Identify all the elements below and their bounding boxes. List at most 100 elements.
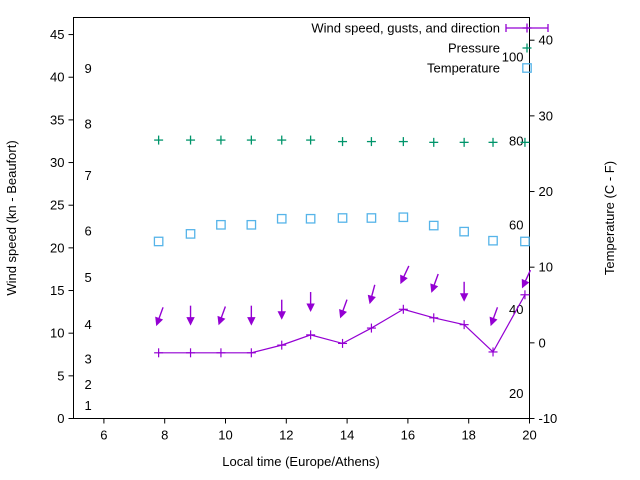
beaufort-scale-label: 6 [85, 223, 92, 238]
y-axis-tick-label: 30 [50, 155, 64, 170]
y-axis-tick-label: 10 [50, 326, 64, 341]
arrow-head [367, 294, 376, 305]
x-axis-tick-label: 16 [401, 428, 415, 443]
beaufort-scale-label: 9 [85, 61, 92, 76]
pressure-point [366, 137, 376, 147]
pressure-point [306, 135, 316, 145]
y-axis-tick-label: 25 [50, 198, 64, 213]
legend-label-line: Wind speed, gusts, and direction [311, 21, 500, 36]
wind-direction-arrow [306, 292, 315, 313]
beaufort-scale-label: 5 [85, 270, 92, 285]
beaufort-scale-label: 3 [85, 351, 92, 366]
wind-direction-arrow [247, 305, 256, 326]
y2-axis-tick-label: -10 [539, 411, 558, 426]
x-axis-tick-label: 8 [161, 428, 168, 443]
pressure-point [154, 135, 164, 145]
temperature-point [216, 219, 226, 230]
arrow-head [430, 283, 439, 293]
arrow-head [247, 317, 256, 326]
arrow-head [217, 315, 226, 326]
x-axis-tick-label: 14 [340, 428, 354, 443]
y2-axis-tick-label: 20 [539, 184, 553, 199]
y2-axis-tick-label: 30 [539, 108, 553, 123]
temperature-point [398, 212, 409, 223]
temperature-point [305, 213, 316, 224]
pressure-point [186, 135, 196, 145]
y2-axis-title: Temperature (C - F) [602, 161, 617, 275]
x-axis-title: Local time (Europe/Athens) [222, 454, 380, 469]
temperature-point [488, 235, 498, 246]
wind-speed-point [306, 330, 316, 340]
beaufort-scale-label: 4 [85, 317, 92, 332]
legend-sample-temperature [522, 63, 532, 73]
wind-direction-arrow [459, 281, 469, 302]
y-axis-tick-label: 15 [50, 283, 64, 298]
arrow-head [155, 316, 164, 327]
y-axis-tick-label: 40 [50, 70, 64, 85]
pressure-point [277, 135, 287, 145]
pressure-point [398, 137, 408, 147]
wind-direction-arrow [367, 284, 376, 305]
arrow-head [277, 311, 286, 320]
fahrenheit-scale-label: 80 [509, 133, 523, 148]
wind-speed-point [488, 347, 498, 357]
y-axis-tick-label: 20 [50, 240, 64, 255]
y-axis-title: Wind speed (kn - Beaufort) [4, 140, 19, 295]
wind-speed-point [216, 348, 226, 358]
pressure-point [520, 137, 530, 147]
wind-direction-arrow [217, 306, 227, 326]
pressure-point [216, 135, 226, 145]
arrow-head [339, 309, 347, 319]
beaufort-scale-label: 2 [85, 377, 92, 392]
wind-speed-point [366, 323, 376, 333]
pressure-point [246, 135, 256, 145]
legend-label-square: Temperature [427, 61, 500, 76]
temperature-point [366, 213, 377, 223]
pressure-point [459, 137, 469, 147]
arrow-head [186, 317, 195, 326]
wind-speed-point [246, 348, 256, 358]
pressure-point [488, 137, 498, 147]
wind-speed-point [154, 348, 164, 358]
arrow-head [306, 303, 315, 313]
temperature-point [153, 236, 164, 247]
pressure-point [338, 137, 348, 147]
wind-direction-arrow [400, 265, 410, 285]
fahrenheit-scale-label: 100 [502, 49, 524, 64]
x-axis-tick-label: 6 [100, 428, 107, 443]
temperature-point [459, 226, 469, 237]
arrow-head [400, 274, 408, 285]
temperature-point [337, 213, 348, 223]
temperature-point [428, 220, 439, 231]
legend-sample-pressure [522, 43, 532, 53]
beaufort-scale-label: 8 [85, 117, 92, 132]
x-axis-tick-label: 20 [522, 428, 536, 443]
y-axis-tick-label: 45 [50, 27, 64, 42]
beaufort-scale-label: 1 [85, 398, 92, 413]
x-axis-tick-label: 10 [218, 428, 232, 443]
wind-speed-point [398, 304, 408, 314]
beaufort-scale-label: 7 [85, 168, 92, 183]
temperature-point [185, 229, 196, 239]
arrow-head [489, 316, 498, 327]
x-axis-tick-label: 12 [279, 428, 293, 443]
legend-sample-wind [505, 23, 549, 33]
arrow-head [521, 278, 530, 289]
legend-label-plus: Pressure [448, 41, 500, 56]
wind-direction-arrow [186, 305, 195, 326]
wind-speed-point [459, 320, 469, 330]
y-axis-tick-label: 5 [57, 368, 64, 383]
pressure-point [429, 137, 439, 147]
wind-speed-line [158, 294, 526, 354]
wind-direction-arrow [339, 299, 348, 319]
wind-speed-point [277, 340, 287, 350]
y2-axis-tick-label: 0 [539, 335, 546, 350]
wind-direction-arrow [430, 273, 439, 293]
wind-direction-arrow [155, 307, 164, 327]
wind-speed-point [520, 290, 530, 300]
temperature-point [520, 236, 530, 247]
x-axis-tick-label: 18 [461, 428, 475, 443]
wind-direction-arrow [489, 307, 499, 327]
